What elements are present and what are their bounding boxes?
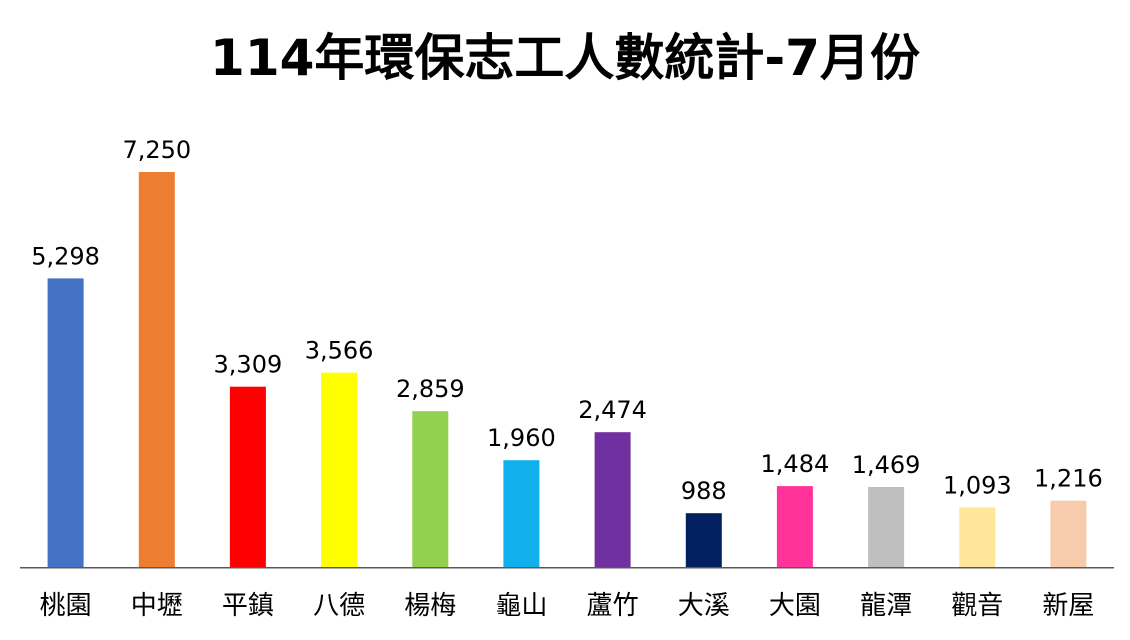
category-label-5: 楊梅 [404,591,456,621]
value-labels-layer: 5,298 7,250 3,309 3,566 2,859 1,960 2,474 988 1,… [31,136,1103,505]
bar-6 [503,460,540,567]
bar-1 [47,278,84,567]
category-labels-layer: 桃園 中壢 平鎮 八德 楊梅 龜山 蘆竹 大溪 大園 龍潭 觀音 新屋 [40,591,1095,621]
bar-4 [321,372,358,567]
category-label-4: 八德 [313,591,365,621]
bar-7 [594,432,631,567]
value-label-11: 1,093 [943,472,1012,500]
category-label-6: 龜山 [495,591,547,621]
value-label-2: 7,250 [122,136,191,164]
value-label-5: 2,859 [396,375,465,403]
category-label-9: 大園 [769,591,821,621]
value-label-7: 2,474 [578,396,647,424]
bar-5 [412,411,449,567]
category-label-1: 桃園 [40,591,92,621]
category-label-11: 觀音 [951,591,1003,621]
chart-title: 114年環保志工人數統計-7月份 [210,29,920,87]
value-label-1: 5,298 [31,242,100,270]
category-label-12: 新屋 [1042,591,1094,621]
category-label-3: 平鎮 [222,591,274,621]
bars-layer [47,172,1087,567]
category-label-7: 蘆竹 [587,591,639,621]
bar-9 [776,486,813,567]
category-label-8: 大溪 [678,591,730,621]
bar-8 [685,513,722,567]
value-label-9: 1,484 [761,450,830,478]
value-label-8: 988 [681,477,727,505]
bar-11 [959,507,996,567]
bar-12 [1050,500,1087,567]
category-label-10: 龍潭 [860,591,912,621]
value-label-4: 3,566 [305,337,374,365]
value-label-12: 1,216 [1034,465,1103,493]
value-label-6: 1,960 [487,424,556,452]
bar-10 [868,487,905,567]
bar-3 [229,386,266,567]
value-label-10: 1,469 [852,451,921,479]
category-label-2: 中壢 [131,591,183,621]
value-label-3: 3,309 [214,351,283,379]
bar-2 [138,172,175,567]
